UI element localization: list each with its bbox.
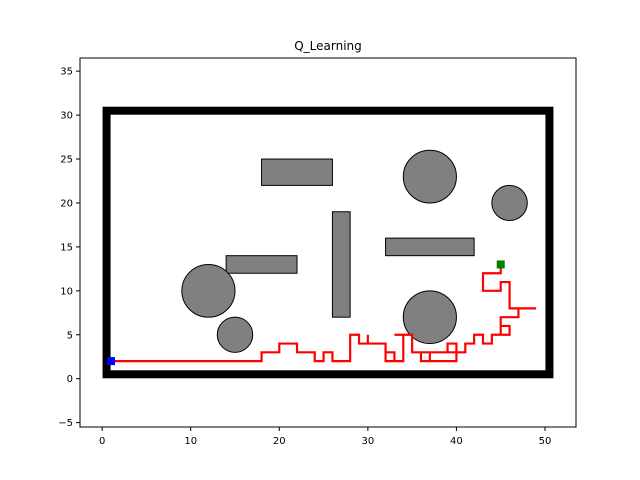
boundary-rect	[102, 106, 554, 379]
x-tick-label: 20	[273, 436, 286, 447]
y-tick-label: −5	[58, 418, 73, 429]
plot-area	[79, 57, 577, 428]
circle-obstacle	[402, 149, 457, 204]
y-tick-label: 35	[60, 67, 73, 78]
circle-obstacle	[402, 290, 457, 345]
x-tick-label: 0	[99, 436, 105, 447]
obstacles	[181, 149, 528, 353]
y-tick-label: 15	[60, 242, 73, 253]
circle-obstacle	[491, 184, 528, 222]
start-marker	[107, 357, 115, 366]
x-axis-ticks: 0 10 20 30 40 50	[99, 427, 551, 447]
q-learning-path	[111, 264, 537, 363]
y-tick-label: 5	[67, 330, 73, 341]
y-tick-label: 10	[60, 286, 73, 297]
x-tick-label: 50	[539, 436, 552, 447]
rect-obstacle	[385, 237, 475, 257]
circle-obstacle	[181, 263, 236, 318]
rect-obstacle	[225, 255, 298, 274]
x-tick-label: 10	[184, 436, 197, 447]
boundary-wall	[102, 106, 554, 379]
chart-title: Q_Learning	[294, 39, 362, 53]
y-tick-label: 30	[60, 111, 73, 122]
y-axis-ticks: −5 0 5 10 15 20 25 30 35	[58, 67, 80, 429]
circle-obstacle	[216, 316, 254, 353]
rect-obstacle	[331, 211, 351, 318]
goal-marker	[496, 260, 505, 269]
y-tick-label: 20	[60, 198, 73, 209]
rect-obstacle	[261, 158, 333, 186]
x-tick-label: 30	[361, 436, 374, 447]
markers	[107, 260, 505, 366]
y-tick-label: 25	[60, 155, 73, 166]
x-tick-label: 40	[450, 436, 463, 447]
y-tick-label: 0	[67, 374, 73, 385]
path	[111, 264, 537, 363]
